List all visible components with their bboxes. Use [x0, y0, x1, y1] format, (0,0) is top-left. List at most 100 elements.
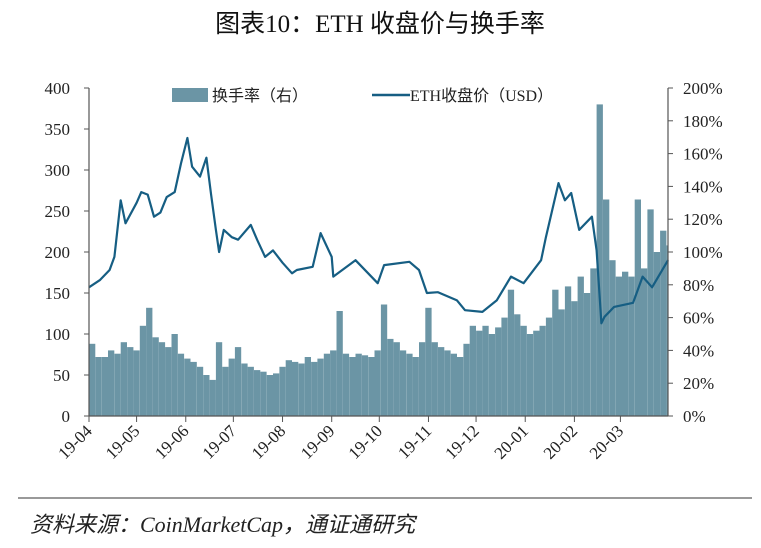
turnover-bar: [552, 289, 559, 416]
turnover-bar: [488, 334, 495, 416]
turnover-bar: [361, 355, 369, 416]
legend-bar-swatch: [172, 88, 208, 102]
right-tick-label: 160%: [683, 145, 723, 164]
turnover-bar: [101, 357, 108, 416]
turnover-bar: [298, 363, 305, 416]
turnover-bar: [539, 325, 546, 416]
turnover-bar: [89, 343, 96, 416]
turnover-bar: [507, 289, 515, 416]
turnover-bar: [399, 350, 407, 416]
x-tick-label: 19-11: [394, 421, 435, 462]
turnover-bar: [114, 353, 121, 416]
turnover-bar: [368, 357, 375, 416]
turnover-bar: [476, 330, 483, 416]
turnover-bar: [609, 260, 616, 416]
turnover-bar: [260, 371, 267, 416]
turnover-bar: [222, 366, 229, 416]
turnover-bar: [273, 373, 280, 416]
left-tick-label: 250: [45, 202, 71, 221]
left-tick-label: 0: [62, 407, 71, 426]
turnover-bar: [603, 199, 610, 416]
turnover-bar: [241, 363, 248, 416]
turnover-bar: [431, 342, 438, 416]
source-note: 资料来源：CoinMarketCap，通证通研究: [30, 512, 418, 537]
turnover-bar: [647, 209, 654, 416]
turnover-bar: [146, 307, 153, 416]
turnover-bar: [171, 334, 178, 416]
turnover-bar: [304, 357, 311, 416]
turnover-bar: [596, 104, 603, 417]
turnover-bar: [660, 230, 667, 416]
turnover-bar: [380, 304, 388, 416]
turnover-bar: [438, 347, 445, 416]
turnover-bar: [342, 353, 350, 416]
turnover-bar: [533, 330, 540, 416]
turnover-bar: [108, 350, 115, 416]
turnover-bar: [95, 357, 102, 416]
turnover-bar: [234, 347, 242, 416]
right-tick-label: 140%: [683, 177, 723, 196]
left-tick-label: 150: [45, 284, 71, 303]
turnover-bar: [577, 276, 584, 416]
turnover-bars: [89, 104, 668, 417]
turnover-bar: [419, 342, 426, 416]
turnover-bar: [374, 350, 381, 416]
turnover-bar: [634, 199, 641, 416]
x-tick-label: 19-12: [441, 421, 482, 462]
x-tick-label: 19-10: [345, 421, 386, 462]
turnover-bar: [228, 358, 235, 416]
turnover-bar: [203, 375, 210, 416]
right-tick-label: 200%: [683, 79, 723, 98]
legend-price-label: ETH收盘价（USD）: [410, 86, 553, 105]
x-tick-label: 19-05: [102, 421, 143, 462]
turnover-bar: [520, 325, 527, 416]
turnover-bar: [457, 357, 464, 416]
turnover-bar: [247, 366, 254, 416]
turnover-bar: [628, 276, 635, 416]
turnover-bar: [583, 293, 591, 416]
turnover-bar: [196, 366, 204, 416]
x-tick-label: 19-08: [248, 421, 289, 462]
turnover-bar: [120, 342, 127, 416]
turnover-bar: [152, 337, 159, 416]
turnover-bar: [622, 271, 629, 416]
turnover-bar: [501, 317, 508, 416]
turnover-bar: [641, 268, 648, 416]
turnover-bar: [266, 375, 273, 416]
turnover-bar: [355, 353, 362, 416]
x-tick-label: 19-06: [151, 421, 192, 462]
left-tick-label: 350: [45, 120, 71, 139]
turnover-bar: [558, 309, 565, 416]
turnover-bar: [564, 286, 572, 416]
turnover-bar: [526, 334, 534, 416]
turnover-bar: [190, 361, 197, 416]
turnover-bar: [285, 360, 292, 416]
turnover-bar: [653, 252, 660, 416]
turnover-bar: [209, 379, 216, 416]
turnover-bar: [158, 342, 166, 416]
x-tick-label: 19-04: [54, 421, 96, 463]
right-tick-label: 120%: [683, 210, 723, 229]
right-tick-label: 80%: [683, 276, 714, 295]
left-tick-label: 300: [45, 161, 71, 180]
turnover-bar: [545, 317, 553, 416]
turnover-bar: [317, 358, 324, 416]
turnover-bar: [387, 338, 394, 416]
turnover-bar: [590, 268, 597, 416]
right-tick-label: 40%: [683, 341, 714, 360]
legend: 换手率（右） ETH收盘价（USD）: [172, 86, 553, 105]
right-tick-label: 100%: [683, 243, 723, 262]
right-tick-label: 60%: [683, 309, 714, 328]
turnover-bar: [336, 311, 343, 416]
right-tick-label: 180%: [683, 112, 723, 131]
turnover-bar: [463, 343, 470, 416]
legend-turnover-label: 换手率（右）: [212, 87, 308, 105]
turnover-bar: [139, 325, 147, 416]
right-tick-label: 0%: [683, 407, 706, 426]
turnover-bar: [292, 361, 299, 416]
left-tick-label: 50: [53, 366, 70, 385]
turnover-bar: [215, 342, 223, 416]
turnover-bar: [133, 350, 140, 416]
turnover-bar: [425, 307, 432, 416]
